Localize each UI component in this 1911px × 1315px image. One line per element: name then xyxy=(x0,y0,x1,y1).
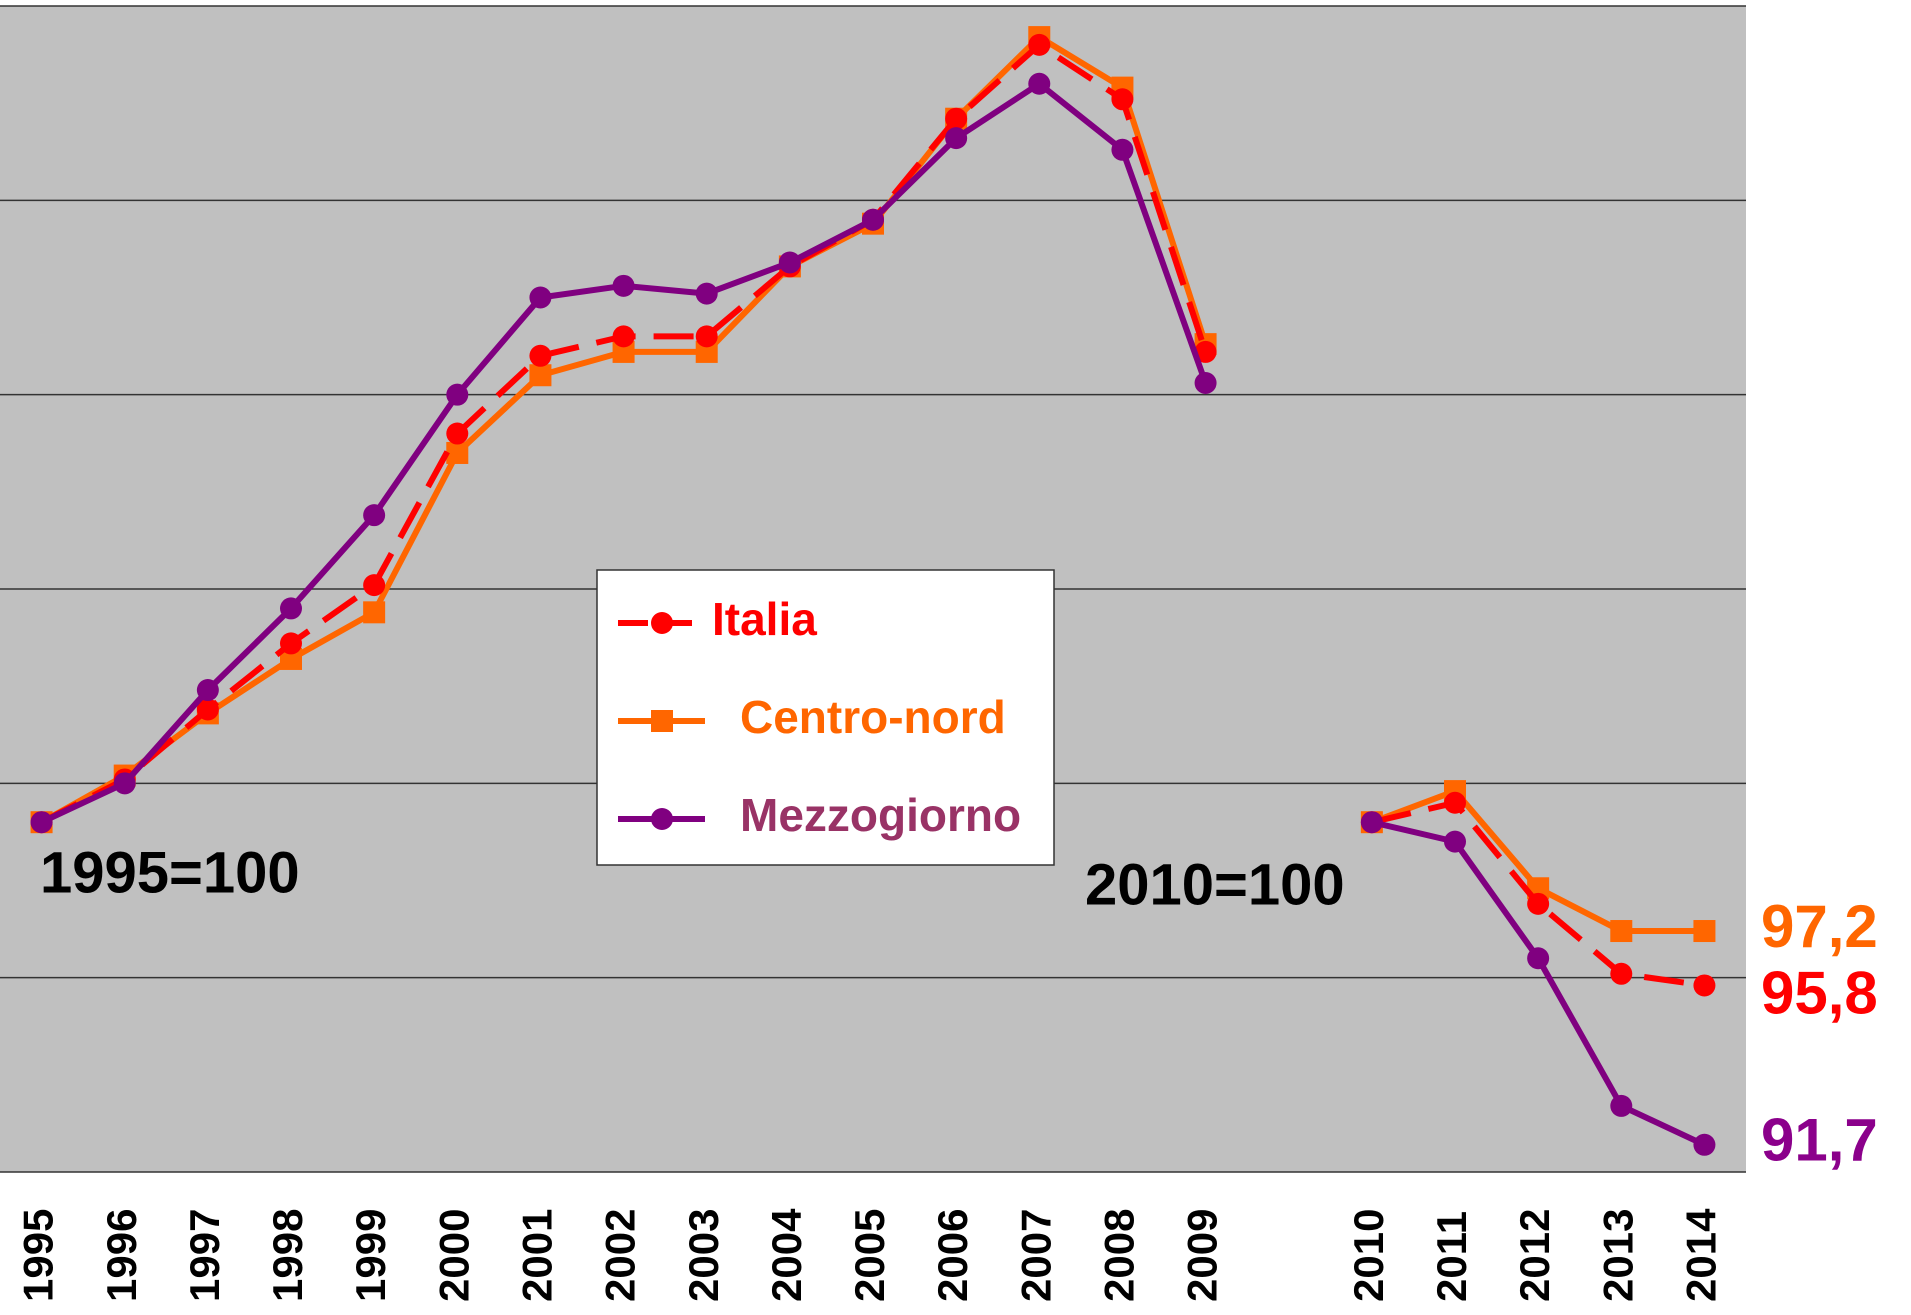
marker xyxy=(1444,830,1466,853)
x-tick-label: 1997 xyxy=(181,1209,228,1302)
marker xyxy=(1028,72,1051,95)
x-tick-label: 2011 xyxy=(1428,1211,1475,1302)
marker xyxy=(196,679,219,702)
lines xyxy=(30,26,1716,1156)
marker xyxy=(196,698,219,721)
marker xyxy=(1194,372,1217,395)
marker xyxy=(1111,138,1134,161)
x-tick-label: 1995 xyxy=(15,1209,62,1302)
legend-marker xyxy=(651,808,673,830)
x-tick-label: 2003 xyxy=(680,1209,727,1302)
marker xyxy=(1360,811,1383,834)
x-tick-label: 2014 xyxy=(1678,1208,1725,1302)
marker xyxy=(363,574,386,597)
marker xyxy=(1693,920,1716,943)
data-label: 91,7 xyxy=(1761,1107,1878,1174)
marker xyxy=(363,504,386,527)
annotation: 1995=100 xyxy=(40,840,300,905)
annotation: 2010=100 xyxy=(1085,852,1345,917)
marker xyxy=(529,344,552,367)
legend: Italia Centro-nord Mezzogiorno xyxy=(618,593,1021,841)
marker xyxy=(862,208,884,231)
labels: 1995 1996 1997 1998 1999 2000 2001 2002 2003 2004… xyxy=(15,893,1878,1302)
marker xyxy=(529,364,552,387)
legend-label: Italia xyxy=(712,593,817,645)
marker xyxy=(1444,791,1466,814)
x-tick-label: 2008 xyxy=(1096,1209,1143,1302)
marker xyxy=(1693,974,1716,997)
marker xyxy=(695,340,718,363)
marker xyxy=(1028,33,1051,56)
marker xyxy=(945,127,968,150)
legend-label: Mezzogiorno xyxy=(740,789,1021,841)
legend-box xyxy=(596,569,1055,866)
x-tick-label: 2010 xyxy=(1345,1209,1392,1302)
marker xyxy=(695,282,718,305)
x-tick-label: 1998 xyxy=(264,1209,311,1302)
marker xyxy=(612,340,635,363)
x-tick-label: 2012 xyxy=(1511,1209,1558,1302)
x-tick-label: 2005 xyxy=(846,1209,893,1302)
marker xyxy=(529,286,552,309)
x-tick-label: 2009 xyxy=(1179,1209,1226,1302)
marker xyxy=(280,597,302,620)
marker xyxy=(446,422,469,445)
marker xyxy=(1610,1094,1633,1117)
legend-marker xyxy=(651,612,673,634)
marker xyxy=(280,632,302,655)
x-tick-label: 2001 xyxy=(514,1209,561,1302)
marker xyxy=(280,647,302,670)
marker xyxy=(695,325,718,348)
x-tick-label: 1999 xyxy=(347,1209,394,1302)
marker xyxy=(30,811,53,834)
marker xyxy=(612,325,635,348)
data-label: 97,2 xyxy=(1761,893,1878,960)
marker xyxy=(446,383,469,406)
marker xyxy=(1194,340,1217,363)
marker xyxy=(1693,1133,1716,1156)
marker xyxy=(945,107,968,130)
marker xyxy=(1111,88,1134,111)
marker xyxy=(113,772,136,795)
x-tick-label: 2013 xyxy=(1594,1209,1641,1302)
legend-marker xyxy=(651,710,673,732)
x-tick-label: 1996 xyxy=(98,1209,145,1302)
x-tick-label: 2002 xyxy=(597,1209,644,1302)
marker xyxy=(1527,892,1550,915)
x-tick-label: 2006 xyxy=(929,1209,976,1302)
marker xyxy=(1527,947,1550,970)
x-tick-label: 2004 xyxy=(763,1208,810,1302)
x-tick-label: 2007 xyxy=(1012,1209,1059,1302)
x-tick-label: 2000 xyxy=(430,1209,477,1302)
legend-label: Centro-nord xyxy=(740,691,1006,743)
marker xyxy=(1610,962,1633,985)
marker xyxy=(778,251,801,274)
marker xyxy=(1610,920,1633,943)
data-label: 95,8 xyxy=(1761,959,1878,1026)
marker xyxy=(446,441,469,464)
marker xyxy=(363,601,386,624)
marker xyxy=(612,274,635,297)
